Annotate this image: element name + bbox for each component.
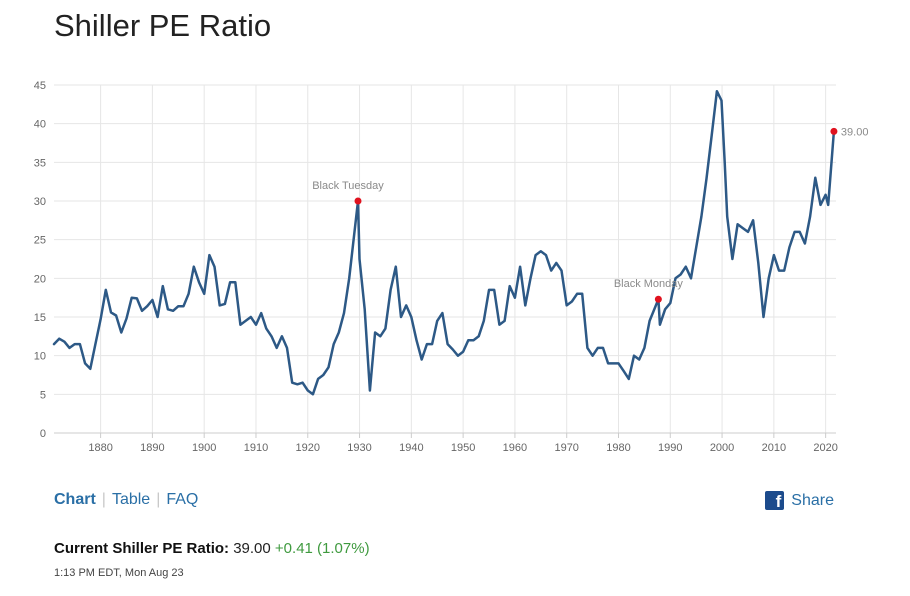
last-value-marker bbox=[830, 127, 838, 135]
annotation-marker bbox=[654, 295, 662, 303]
share-button[interactable]: f Share bbox=[765, 491, 834, 511]
x-tick-label: 2020 bbox=[813, 442, 837, 454]
x-tick-label: 1950 bbox=[451, 442, 475, 454]
y-tick-label: 25 bbox=[34, 235, 46, 247]
y-tick-label: 30 bbox=[34, 196, 46, 208]
y-axis-ticks: 0 5 10 15 20 25 30 35 40 45 bbox=[34, 80, 46, 440]
x-tick-label: 1940 bbox=[399, 442, 423, 454]
share-label: Share bbox=[791, 491, 834, 509]
tab-faq[interactable]: FAQ bbox=[166, 491, 199, 508]
y-tick-label: 35 bbox=[34, 157, 46, 169]
tab-separator: | bbox=[101, 491, 106, 508]
x-tick-label: 2000 bbox=[710, 442, 734, 454]
tab-table[interactable]: Table bbox=[111, 491, 151, 508]
x-tick-label: 1910 bbox=[244, 442, 268, 454]
series-layer bbox=[52, 89, 836, 396]
x-tick-label: 1990 bbox=[658, 442, 682, 454]
page-title: Shiller PE Ratio bbox=[54, 8, 272, 43]
facebook-icon: f bbox=[765, 491, 785, 511]
grid-lines bbox=[54, 84, 836, 434]
y-tick-label: 0 bbox=[40, 428, 46, 440]
x-tick-label: 1930 bbox=[347, 442, 371, 454]
y-tick-label: 15 bbox=[34, 312, 46, 324]
x-tick-label: 1900 bbox=[192, 442, 216, 454]
current-label: Current Shiller PE Ratio: bbox=[54, 540, 230, 557]
y-tick-label: 5 bbox=[40, 389, 46, 401]
x-tick-label: 1880 bbox=[88, 442, 112, 454]
annotation-label: Black Tuesday bbox=[312, 180, 384, 192]
annotation-layer: Black Tuesday Black Monday 39.00 bbox=[312, 126, 869, 303]
timestamp: 1:13 PM EDT, Mon Aug 23 bbox=[54, 567, 184, 579]
chart-tabs: Chart | Table | FAQ bbox=[54, 491, 198, 509]
y-tick-label: 40 bbox=[34, 119, 46, 131]
x-tick-label: 1980 bbox=[606, 442, 630, 454]
y-tick-label: 10 bbox=[34, 351, 46, 363]
y-tick-label: 20 bbox=[34, 273, 46, 285]
x-tick-label: 2010 bbox=[762, 442, 786, 454]
tab-chart[interactable]: Chart bbox=[54, 491, 96, 508]
y-tick-label: 45 bbox=[34, 80, 46, 92]
series-line bbox=[52, 89, 836, 396]
current-value-line: Current Shiller PE Ratio: 39.00 +0.41 (1… bbox=[54, 540, 370, 557]
x-tick-label: 1970 bbox=[554, 442, 578, 454]
last-value-label: 39.00 bbox=[841, 126, 869, 138]
x-tick-label: 1890 bbox=[140, 442, 164, 454]
x-tick-label: 1960 bbox=[503, 442, 527, 454]
tab-separator: | bbox=[156, 491, 161, 508]
x-tick-label: 1920 bbox=[296, 442, 320, 454]
annotation-marker bbox=[354, 197, 362, 205]
current-change: +0.41 (1.07%) bbox=[274, 540, 370, 557]
x-axis-ticks: 1880 1890 1900 1910 1920 1930 1940 1950 1960 1970… bbox=[88, 433, 838, 454]
annotation-label: Black Monday bbox=[614, 278, 684, 290]
current-value: 39.00 bbox=[233, 540, 271, 557]
